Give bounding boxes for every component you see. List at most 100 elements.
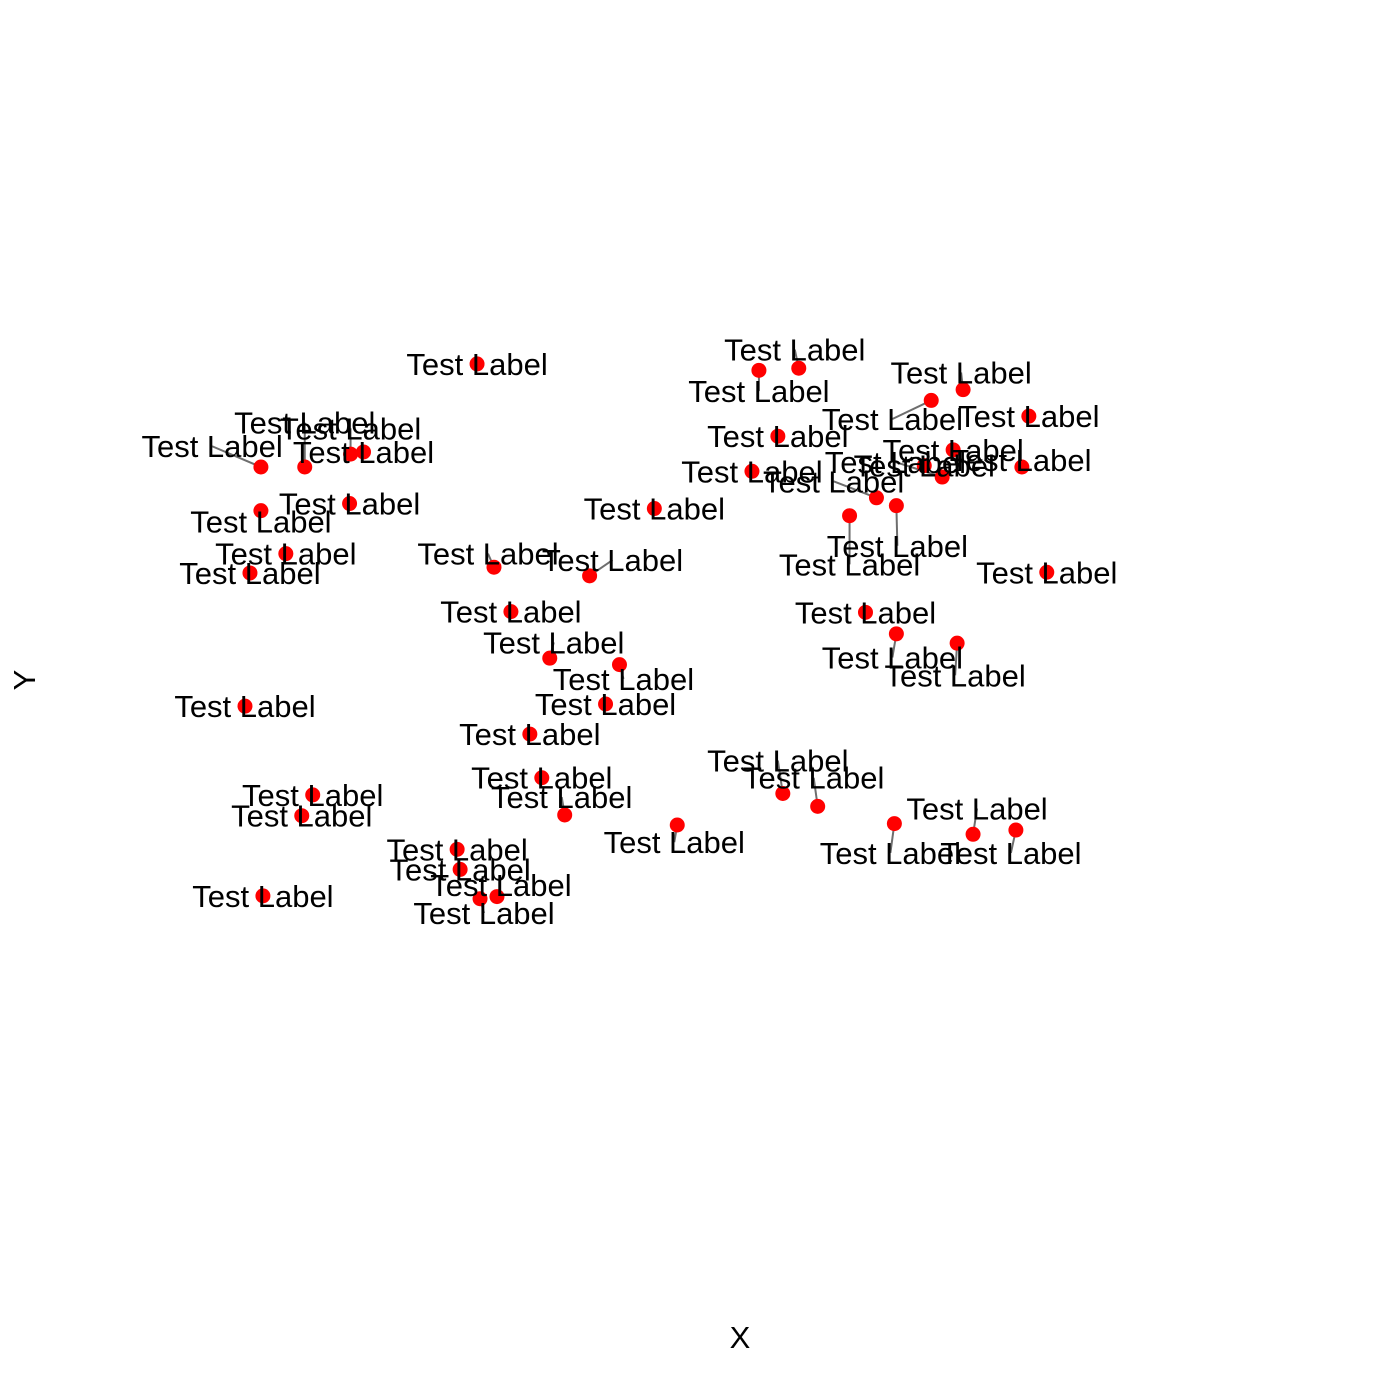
data-point [1014, 459, 1030, 475]
data-point [342, 496, 358, 512]
point-label: Test Label [906, 792, 1047, 827]
data-point [237, 698, 253, 714]
label-segment [833, 480, 877, 499]
data-point [1039, 564, 1055, 580]
point-label: Test Label [884, 658, 1025, 693]
data-point [611, 657, 627, 673]
data-point [449, 841, 465, 857]
point-label: Test Label [280, 411, 421, 446]
point-label: Test Label [179, 556, 320, 591]
point-label: Test Label [386, 832, 527, 867]
point-label: Test Label [279, 487, 420, 522]
point-label: Test Label [724, 333, 865, 368]
data-point [469, 356, 485, 372]
data-point [278, 546, 294, 562]
point-label: Test Label [491, 780, 632, 815]
data-point [916, 458, 932, 474]
point-label: Test Label [795, 595, 936, 630]
data-point [503, 604, 519, 620]
point-label: Test Label [483, 625, 624, 660]
data-point [242, 565, 258, 581]
data-point [534, 770, 550, 786]
point-label: Test Label [681, 454, 822, 489]
data-point [472, 891, 488, 907]
data-point [810, 798, 826, 814]
point-label: Test Label [707, 419, 848, 454]
point-label: Test Label [430, 868, 571, 903]
data-point [582, 568, 598, 584]
point-label: Test Label [231, 799, 372, 834]
data-point [888, 498, 904, 514]
label-segment [211, 445, 262, 468]
point-label: Test Label [406, 347, 547, 382]
point-label: Test Label [293, 435, 434, 470]
point-label: Test Label [242, 778, 383, 813]
point-label: Test Label [950, 443, 1091, 478]
point-label: Test Label [743, 761, 884, 796]
point-label: Test Label [822, 402, 963, 437]
data-point [297, 459, 313, 475]
point-label: Test Label [940, 836, 1081, 871]
point-label: Test Label [822, 640, 963, 675]
data-point [557, 807, 573, 823]
x-axis-title: X [730, 1320, 751, 1355]
point-label: Test Label [459, 717, 600, 752]
data-point [542, 650, 558, 666]
data-point [751, 362, 767, 378]
point-label: Test Label [141, 429, 282, 464]
point-label: Test Label [174, 689, 315, 724]
point-label: Test Label [779, 547, 920, 582]
point-label: Test Label [190, 504, 331, 539]
point-label: Test Label [389, 852, 530, 887]
point-label: Test Label [215, 537, 356, 572]
point-label: Test Label [535, 687, 676, 722]
data-point [857, 604, 873, 620]
data-point [598, 696, 614, 712]
point-label: Test Label [192, 879, 333, 914]
point-label: Test Label [707, 744, 848, 779]
point-label: Test Label [584, 492, 725, 527]
data-point [888, 626, 904, 642]
data-point [770, 428, 786, 444]
data-point [949, 635, 965, 651]
point-label: Test Label [688, 374, 829, 409]
y-axis-title: Y [7, 670, 42, 691]
data-point [253, 503, 269, 519]
data-point [791, 360, 807, 376]
point-label: Test Label [763, 464, 904, 499]
data-point [452, 861, 468, 877]
point-label: Test Label [542, 543, 683, 578]
data-point [775, 785, 791, 801]
data-point [253, 459, 269, 475]
point-label: Test Label [234, 406, 375, 441]
data-point [934, 469, 950, 485]
point-label: Test Label [440, 595, 581, 630]
data-point [294, 808, 310, 824]
data-point [965, 826, 981, 842]
data-point [923, 392, 939, 408]
data-point [343, 446, 359, 462]
data-point [255, 888, 271, 904]
data-point [646, 501, 662, 517]
data-point [669, 817, 685, 833]
data-point [356, 444, 372, 460]
point-label: Test Label [825, 445, 966, 480]
data-point [955, 382, 971, 398]
point-label: Test Label [553, 662, 694, 697]
point-label: Test Label [882, 433, 1023, 468]
point-label: Test Label [976, 555, 1117, 590]
point-label: Test Label [827, 529, 968, 564]
data-point [522, 726, 538, 742]
data-point [1021, 408, 1037, 424]
data-point [945, 442, 961, 458]
data-point [1008, 822, 1024, 838]
point-label: Test Label [417, 537, 558, 572]
point-label: Test Label [820, 836, 961, 871]
data-point [486, 559, 502, 575]
data-point [305, 787, 321, 803]
point-label: Test Label [958, 399, 1099, 434]
data-point [489, 889, 505, 905]
data-point [886, 816, 902, 832]
